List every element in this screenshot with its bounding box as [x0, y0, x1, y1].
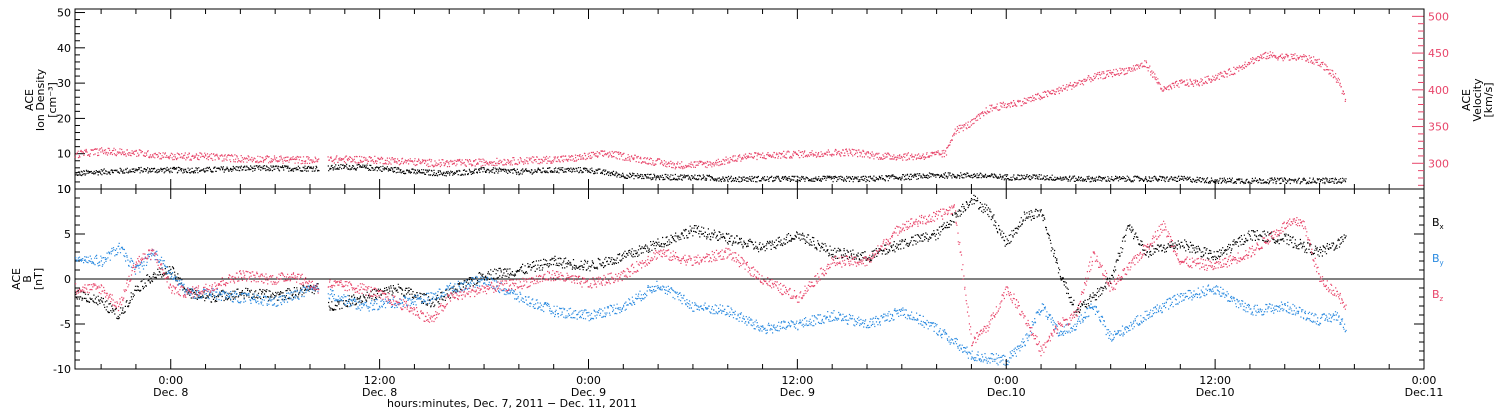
- x-tick-time: 12:00: [364, 374, 396, 387]
- x-tick-time: 12:00: [782, 374, 814, 387]
- right-tick-label: 300: [1428, 157, 1449, 170]
- top-panel-data: [74, 51, 1347, 185]
- top-right-y-label: ACE Velocity [km/s]: [1460, 78, 1495, 122]
- b-tick-label: -5: [60, 318, 71, 331]
- left-tick-label: 20: [57, 112, 71, 125]
- x-tick-date: Dec.10: [987, 386, 1026, 399]
- x-tick-date: Dec. 8: [362, 386, 397, 399]
- field-label-line-3: [nT]: [32, 268, 45, 290]
- legend-bz: Bz: [1432, 288, 1444, 303]
- field-label-line-2: B: [21, 275, 34, 283]
- scatter-series-Bx: [75, 194, 1347, 320]
- left-tick-label: 50: [57, 7, 71, 20]
- b-tick-label: 10: [57, 183, 71, 196]
- legend: Bx By Bz: [1432, 216, 1444, 303]
- scatter-series-Bz: [75, 204, 1347, 357]
- left-tick-label: 0: [64, 183, 71, 196]
- b-tick-label: 5: [64, 228, 71, 241]
- left-tick-label: 10: [57, 148, 71, 161]
- field-label-line-1: ACE: [10, 268, 23, 290]
- right-tick-label: 500: [1428, 10, 1449, 23]
- top-left-y-label: ACE Ion Density [cm⁻³]: [23, 68, 59, 131]
- bottom-y-ticks: -10 -5 0 5 10: [53, 183, 1424, 376]
- scatter-series-right: [74, 51, 1347, 170]
- density-label-line-2: Ion Density: [34, 68, 47, 131]
- right-tick-label: 450: [1428, 47, 1449, 60]
- x-tick-date: Dec.10: [1196, 386, 1235, 399]
- b-tick-label: -10: [53, 363, 71, 376]
- left-tick-label: 40: [57, 42, 71, 55]
- bottom-y-label: ACE B [nT]: [10, 268, 45, 290]
- density-label-line-1: ACE: [23, 89, 36, 111]
- top-right-y-ticks: 300 350 400 450 500: [1412, 10, 1449, 186]
- b-tick-label: 0: [64, 273, 71, 286]
- x-tick-time: 12:00: [1199, 374, 1231, 387]
- x-tick-time: 0:00: [1412, 374, 1437, 387]
- velocity-label-line-1: ACE: [1460, 89, 1473, 111]
- legend-by: By: [1432, 252, 1444, 267]
- legend-bx: Bx: [1432, 216, 1444, 231]
- x-axis-title: hours:minutes, Dec. 7, 2011 − Dec. 11, 2…: [387, 397, 637, 410]
- left-tick-label: 30: [57, 77, 71, 90]
- x-tick-date: Dec. 9: [571, 386, 606, 399]
- right-tick-label: 350: [1428, 121, 1449, 134]
- scatter-series-left: [74, 163, 1347, 185]
- x-tick-date: Dec. 9: [780, 386, 815, 399]
- x-tick-time: 0:00: [576, 374, 601, 387]
- velocity-label-line-2: Velocity: [1471, 78, 1484, 122]
- x-tick-date: Dec.11: [1405, 386, 1444, 399]
- bottom-panel: -10 -5 0 5 10 ACE B [nT] Bx By Bz: [10, 183, 1444, 376]
- x-tick-date: Dec. 8: [153, 386, 188, 399]
- x-tick-time: 0:00: [158, 374, 183, 387]
- density-label-line-3: [cm⁻³]: [46, 82, 59, 118]
- x-tick-time: 0:00: [994, 374, 1019, 387]
- right-tick-label: 400: [1428, 84, 1449, 97]
- scatter-series-By: [75, 242, 1347, 366]
- bottom-panel-data: [75, 194, 1347, 366]
- velocity-label-line-3: [km/s]: [1482, 82, 1495, 117]
